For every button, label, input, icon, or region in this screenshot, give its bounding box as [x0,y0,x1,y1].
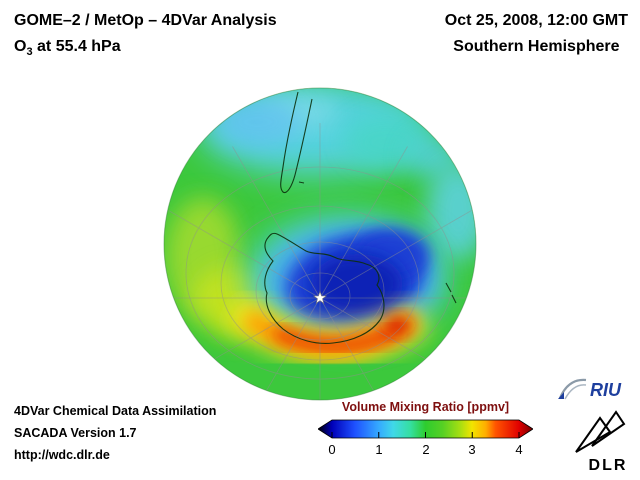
header-left: GOME–2 / MetOp – 4DVar Analysis O3 at 55… [14,8,277,65]
riu-logo-swoosh-2 [564,384,587,400]
tick-label-4: 4 [515,442,523,457]
riu-logo-text: RIU [590,380,622,400]
colorbar [318,419,533,439]
figure-title: GOME–2 / MetOp – 4DVar Analysis [14,12,277,29]
credit-line-1: 4DVar Chemical Data Assimilation [14,404,217,418]
pressure-level: at 55.4 hPa [32,38,121,55]
dlr-logo-mark [575,410,626,453]
ozone-subscript: 3 [26,46,33,59]
colorbar-tick-marks [331,432,520,438]
new-zealand-coastline [445,282,457,304]
africa-coastline [430,88,471,131]
riu-logo: RIU [556,376,632,402]
colorbar-tick-labels: 0 1 2 3 4 [318,442,533,458]
graticule [164,123,476,400]
colorbar-legend: Volume Mixing Ratio [ppmv] [318,400,533,458]
credit-url: http://wdc.dlr.de [14,448,110,462]
colorbar-title: Volume Mixing Ratio [ppmv] [341,400,510,414]
header-right: Oct 25, 2008, 12:00 GMT Southern Hemisph… [445,8,628,60]
tick-label-3: 3 [468,442,476,457]
south-america-coastline [280,91,313,194]
pole-star-icon [312,290,328,305]
dlr-logo: DLR [568,406,632,474]
falkland-islands-coastline [298,181,305,184]
dlr-logo-text: DLR [589,457,628,474]
ozone-symbol: O [14,38,27,55]
globe-svg [163,87,477,401]
globe-limb [163,87,477,401]
credits-block: 4DVar Chemical Data Assimilation SACADA … [14,400,216,466]
hemisphere-label: Southern Hemisphere [453,38,620,55]
dlr-logo-svg: DLR [575,410,628,474]
tick-label-2: 2 [422,442,430,457]
riu-logo-svg: RIU [558,378,622,400]
timestamp: Oct 25, 2008, 12:00 GMT [444,12,628,29]
credit-line-2: SACADA Version 1.7 [14,426,137,440]
riu-logo-wedge [558,392,564,399]
antarctica-coastline [264,232,385,344]
tick-label-1: 1 [375,442,383,457]
riu-logo-swoosh [558,378,587,399]
globe-map [163,87,477,401]
ozone-field [164,88,476,400]
tick-label-0: 0 [328,442,336,457]
figure-subtitle: O3 at 55.4 hPa [14,34,277,65]
